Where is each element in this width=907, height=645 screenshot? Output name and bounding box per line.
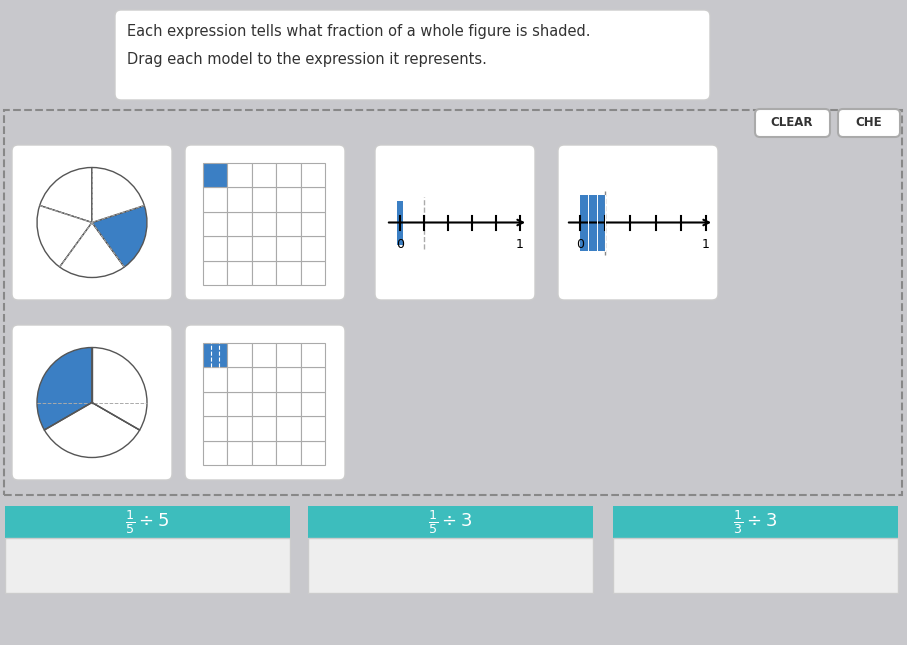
Bar: [203, 343, 228, 368]
Bar: [277, 343, 300, 368]
Wedge shape: [92, 206, 147, 267]
Wedge shape: [60, 223, 124, 277]
Text: Each expression tells what fraction of a whole figure is shaded.: Each expression tells what fraction of a…: [127, 24, 590, 39]
Bar: [613, 506, 898, 538]
Bar: [228, 441, 252, 465]
Bar: [203, 416, 228, 441]
Text: CHE: CHE: [855, 117, 883, 130]
FancyBboxPatch shape: [185, 325, 345, 480]
Bar: [252, 441, 277, 465]
Wedge shape: [92, 348, 147, 430]
Bar: [228, 212, 252, 236]
Bar: [300, 343, 325, 368]
Bar: [277, 441, 300, 465]
Bar: [228, 163, 252, 188]
Bar: [277, 236, 300, 261]
Wedge shape: [40, 168, 92, 223]
Bar: [300, 392, 325, 416]
Text: $\frac{1}{5} \div 3$: $\frac{1}{5} \div 3$: [428, 508, 473, 536]
Bar: [203, 261, 228, 285]
Bar: [277, 416, 300, 441]
Text: $\frac{1}{3} \div 3$: $\frac{1}{3} \div 3$: [734, 508, 777, 536]
Bar: [300, 212, 325, 236]
Bar: [300, 441, 325, 465]
FancyBboxPatch shape: [12, 325, 172, 480]
Bar: [252, 416, 277, 441]
Text: 0: 0: [576, 237, 584, 250]
Wedge shape: [92, 168, 144, 223]
Text: CLEAR: CLEAR: [771, 117, 814, 130]
Bar: [203, 236, 228, 261]
Bar: [252, 392, 277, 416]
Bar: [228, 416, 252, 441]
Bar: [580, 195, 605, 250]
Text: $\frac{1}{5} \div 5$: $\frac{1}{5} \div 5$: [125, 508, 170, 536]
Bar: [228, 261, 252, 285]
Bar: [203, 163, 228, 188]
Bar: [252, 261, 277, 285]
Text: 1: 1: [702, 237, 710, 250]
Text: 0: 0: [396, 237, 404, 250]
Bar: [300, 368, 325, 392]
Bar: [252, 236, 277, 261]
FancyBboxPatch shape: [755, 109, 830, 137]
Bar: [397, 201, 403, 244]
Bar: [277, 163, 300, 188]
Bar: [277, 392, 300, 416]
Bar: [228, 188, 252, 212]
Bar: [252, 368, 277, 392]
Bar: [228, 368, 252, 392]
FancyBboxPatch shape: [375, 145, 535, 300]
Bar: [277, 188, 300, 212]
Bar: [203, 392, 228, 416]
Bar: [300, 188, 325, 212]
Bar: [203, 188, 228, 212]
FancyBboxPatch shape: [838, 109, 900, 137]
Bar: [613, 538, 898, 593]
Bar: [228, 236, 252, 261]
FancyBboxPatch shape: [115, 10, 710, 100]
FancyBboxPatch shape: [185, 145, 345, 300]
Bar: [308, 506, 593, 538]
Bar: [228, 392, 252, 416]
Bar: [252, 188, 277, 212]
Bar: [252, 212, 277, 236]
Wedge shape: [44, 402, 140, 457]
Bar: [5, 506, 290, 538]
Bar: [203, 212, 228, 236]
FancyBboxPatch shape: [12, 145, 172, 300]
Bar: [5, 538, 290, 593]
Bar: [252, 163, 277, 188]
Bar: [4, 110, 902, 495]
Bar: [300, 236, 325, 261]
Bar: [277, 212, 300, 236]
Bar: [300, 261, 325, 285]
Bar: [203, 441, 228, 465]
Bar: [277, 261, 300, 285]
Text: 1: 1: [516, 237, 524, 250]
Bar: [308, 538, 593, 593]
Bar: [277, 368, 300, 392]
Bar: [228, 343, 252, 368]
FancyBboxPatch shape: [558, 145, 718, 300]
Bar: [300, 416, 325, 441]
Text: Drag each model to the expression it represents.: Drag each model to the expression it rep…: [127, 52, 487, 67]
Bar: [252, 343, 277, 368]
Bar: [300, 163, 325, 188]
Wedge shape: [37, 348, 92, 430]
Bar: [203, 368, 228, 392]
Wedge shape: [37, 206, 92, 267]
